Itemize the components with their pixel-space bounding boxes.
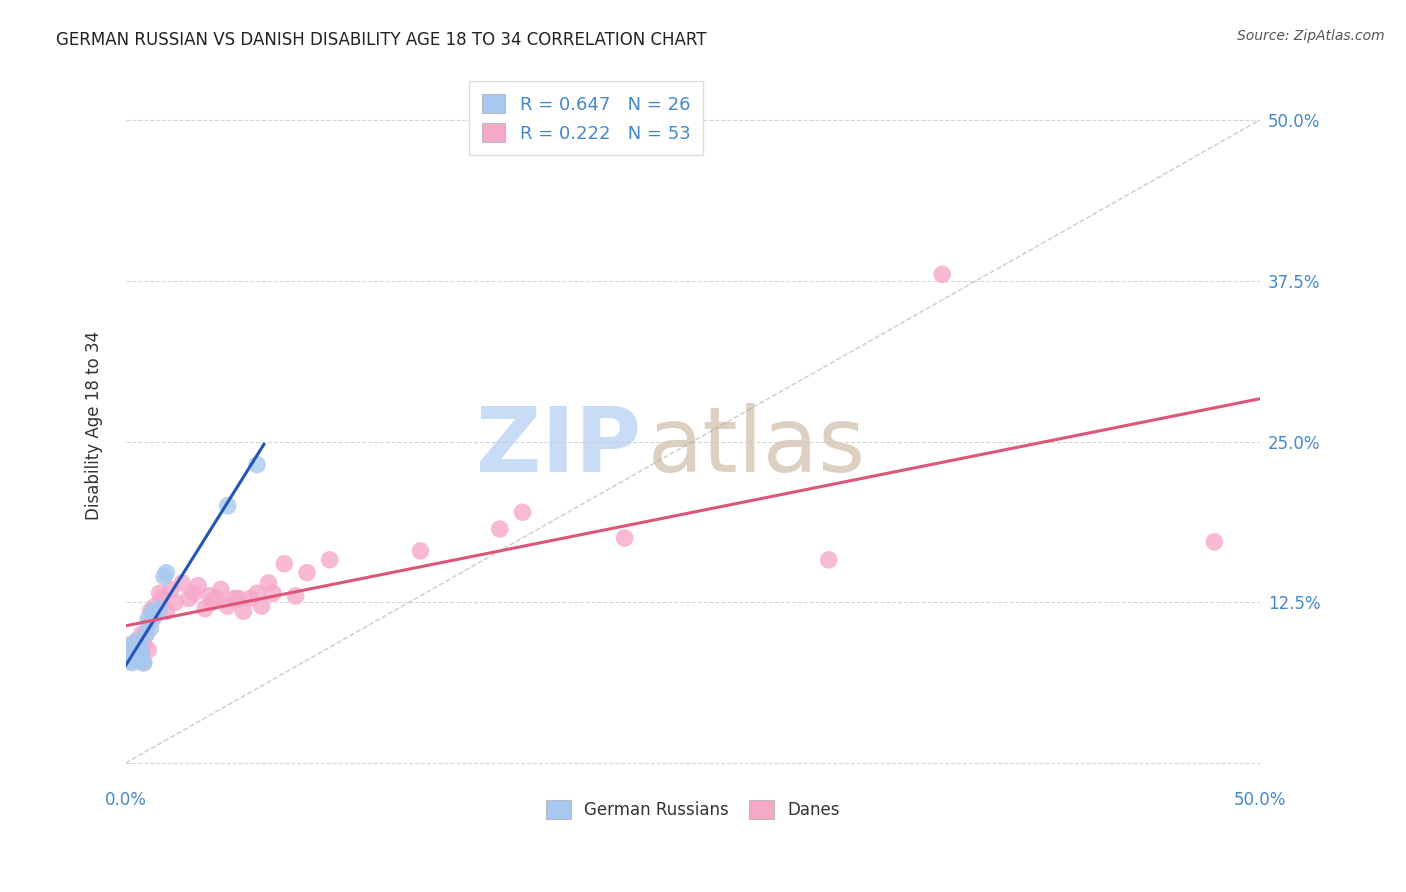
Point [409, 544, 432, 558]
Text: Source: ZipAtlas.com: Source: ZipAtlas.com [1237, 29, 1385, 43]
Point [1204, 534, 1226, 549]
Point [124, 640, 146, 655]
Point [262, 586, 284, 600]
Point [217, 599, 239, 614]
Point [139, 604, 162, 618]
Point [148, 601, 170, 615]
Point [150, 591, 173, 606]
Point [125, 633, 148, 648]
Point [142, 604, 165, 618]
Point [246, 586, 269, 600]
Point [124, 645, 146, 659]
Point [239, 591, 262, 606]
Point [246, 458, 269, 472]
Point [143, 599, 166, 614]
Point [132, 638, 155, 652]
Point [155, 604, 177, 618]
Point [120, 647, 142, 661]
Point [198, 589, 221, 603]
Point [128, 636, 150, 650]
Point [136, 643, 159, 657]
Point [128, 640, 150, 655]
Point [136, 612, 159, 626]
Point [125, 643, 148, 657]
Y-axis label: Disability Age 18 to 34: Disability Age 18 to 34 [86, 331, 103, 520]
Point [131, 653, 153, 667]
Point [160, 582, 183, 597]
Point [613, 531, 636, 545]
Point [155, 566, 177, 580]
Point [125, 633, 148, 648]
Point [194, 601, 217, 615]
Point [153, 569, 176, 583]
Point [139, 621, 162, 635]
Point [488, 522, 510, 536]
Point [125, 653, 148, 667]
Point [512, 505, 534, 519]
Point [205, 591, 228, 606]
Point [128, 649, 150, 664]
Point [120, 638, 142, 652]
Point [931, 268, 953, 282]
Point [172, 576, 194, 591]
Point [135, 627, 157, 641]
Legend: German Russians, Danes: German Russians, Danes [538, 793, 846, 825]
Point [132, 656, 155, 670]
Point [273, 557, 295, 571]
Point [232, 604, 254, 618]
Point [121, 638, 143, 652]
Point [128, 643, 150, 657]
Point [121, 650, 143, 665]
Point [132, 656, 155, 670]
Point [250, 599, 273, 614]
Point [120, 647, 142, 661]
Text: ZIP: ZIP [477, 403, 641, 491]
Point [148, 586, 170, 600]
Point [121, 656, 143, 670]
Point [135, 627, 157, 641]
Point [131, 647, 153, 661]
Point [295, 566, 318, 580]
Point [209, 582, 232, 597]
Point [217, 499, 239, 513]
Point [817, 553, 839, 567]
Point [165, 595, 187, 609]
Point [228, 591, 250, 606]
Point [257, 576, 280, 591]
Point [131, 644, 153, 658]
Point [143, 608, 166, 623]
Point [318, 553, 340, 567]
Point [131, 627, 153, 641]
Point [183, 586, 205, 600]
Point [142, 612, 165, 626]
Text: GERMAN RUSSIAN VS DANISH DISABILITY AGE 18 TO 34 CORRELATION CHART: GERMAN RUSSIAN VS DANISH DISABILITY AGE … [56, 31, 707, 49]
Point [201, 595, 224, 609]
Point [177, 591, 200, 606]
Point [224, 591, 246, 606]
Point [124, 640, 146, 655]
Point [124, 653, 146, 667]
Point [120, 655, 142, 669]
Point [117, 643, 139, 657]
Point [121, 643, 143, 657]
Point [125, 650, 148, 665]
Point [136, 617, 159, 632]
Point [187, 578, 209, 592]
Text: atlas: atlas [647, 403, 865, 491]
Point [284, 589, 307, 603]
